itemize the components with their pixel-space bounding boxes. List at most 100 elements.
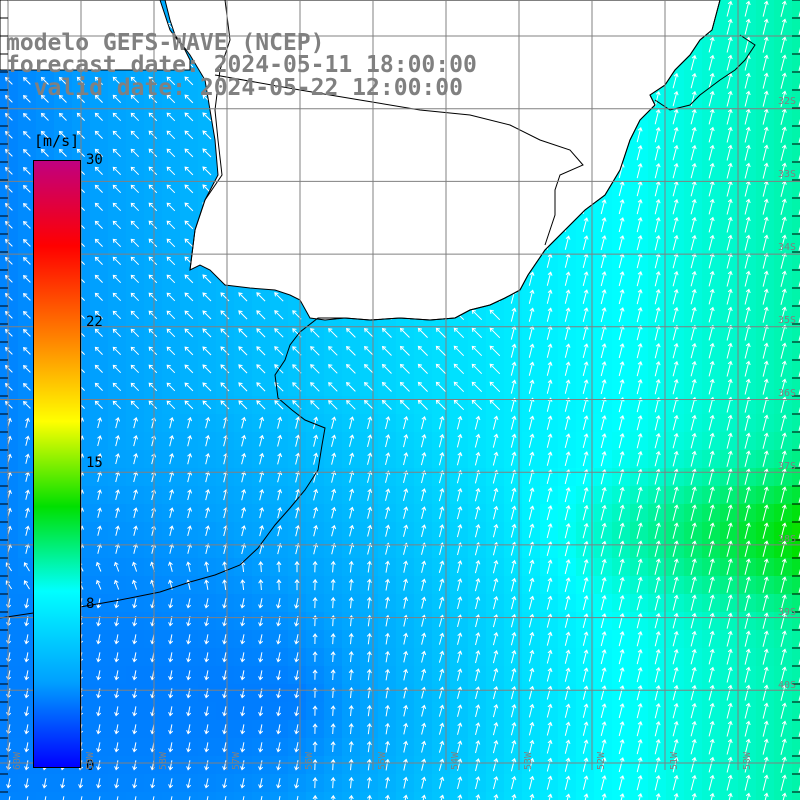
- speed-cell: [756, 702, 775, 721]
- wind-arrow: [510, 523, 517, 538]
- wind-arrow: [96, 652, 102, 663]
- speed-cell: [576, 306, 595, 325]
- speed-cell: [450, 576, 469, 595]
- speed-cell: [738, 684, 757, 703]
- speed-cell: [504, 486, 523, 505]
- speed-cell: [684, 234, 703, 253]
- speed-cell: [270, 522, 289, 541]
- wind-arrow: [726, 54, 733, 71]
- wind-arrow: [493, 793, 499, 800]
- speed-cell: [792, 270, 800, 289]
- speed-cell: [576, 594, 595, 613]
- wind-arrow: [618, 289, 625, 305]
- speed-cell: [774, 432, 793, 451]
- wind-arrow: [385, 470, 391, 483]
- wind-arrow: [114, 670, 120, 681]
- wind-arrow: [385, 434, 391, 448]
- speed-cell: [288, 594, 307, 613]
- wind-arrow: [510, 379, 517, 394]
- wind-arrow: [762, 648, 769, 665]
- wind-arrow: [94, 400, 103, 409]
- wind-arrow: [636, 415, 643, 431]
- speed-cell: [396, 504, 415, 523]
- wind-arrow: [381, 327, 392, 338]
- wind-arrow: [349, 488, 355, 501]
- wind-arrow: [708, 360, 715, 377]
- speed-cell: [324, 612, 343, 631]
- speed-cell: [0, 468, 19, 487]
- wind-arrow: [204, 742, 210, 753]
- wind-arrow: [600, 433, 607, 449]
- speed-cell: [18, 594, 37, 613]
- wind-arrow: [708, 630, 715, 647]
- speed-cell: [666, 792, 685, 800]
- speed-cell: [666, 504, 685, 523]
- speed-cell: [666, 324, 685, 343]
- wind-arrow: [256, 292, 266, 302]
- wind-arrow: [259, 452, 265, 465]
- wind-arrow: [546, 721, 553, 736]
- wind-arrow: [186, 561, 191, 572]
- wind-arrow: [276, 598, 282, 609]
- wind-arrow: [744, 252, 751, 269]
- speed-cell: [468, 558, 487, 577]
- wind-arrow: [166, 76, 176, 86]
- wind-arrow: [24, 742, 30, 753]
- speed-cell: [738, 450, 757, 469]
- wind-arrow: [438, 415, 445, 430]
- wind-arrow: [130, 76, 140, 86]
- speed-cell: [738, 756, 757, 775]
- wind-arrow: [690, 720, 697, 737]
- wind-arrow: [708, 648, 715, 665]
- wind-arrow: [474, 487, 481, 502]
- speed-cell: [720, 378, 739, 397]
- speed-cell: [180, 450, 199, 469]
- wind-arrow: [672, 198, 679, 215]
- speed-cell: [270, 756, 289, 775]
- wind-arrow: [385, 632, 390, 645]
- speed-cell: [306, 558, 325, 577]
- wind-arrow: [26, 796, 29, 800]
- wind-arrow: [274, 292, 284, 302]
- wind-arrow: [95, 579, 102, 590]
- wind-arrow: [471, 381, 483, 393]
- wind-arrow: [187, 507, 193, 519]
- speed-cell: [702, 432, 721, 451]
- speed-cell: [378, 630, 397, 649]
- wind-arrow: [690, 684, 697, 701]
- wind-arrow: [40, 94, 49, 103]
- wind-arrow: [708, 486, 715, 503]
- speed-cell: [0, 666, 19, 685]
- wind-arrow: [112, 238, 122, 248]
- wind-arrow: [114, 652, 120, 663]
- wind-arrow: [241, 543, 247, 555]
- speed-cell: [396, 630, 415, 649]
- speed-cell: [774, 558, 793, 577]
- speed-cell: [414, 756, 433, 775]
- wind-arrow: [277, 488, 283, 501]
- wind-arrow: [600, 613, 607, 629]
- wind-arrow: [238, 382, 248, 392]
- wind-arrow: [565, 793, 571, 800]
- wind-arrow: [421, 632, 427, 645]
- speed-cell: [360, 432, 379, 451]
- wind-arrow: [22, 184, 31, 193]
- speed-cell: [504, 450, 523, 469]
- speed-cell: [756, 738, 775, 757]
- wind-arrow: [762, 612, 769, 629]
- speed-cell: [756, 756, 775, 775]
- speed-cell: [432, 720, 451, 739]
- wind-arrow: [546, 667, 553, 682]
- speed-cell: [252, 450, 271, 469]
- wind-arrow: [130, 256, 140, 266]
- speed-cell: [558, 792, 577, 800]
- speed-cell: [594, 270, 613, 289]
- speed-cell: [720, 54, 739, 73]
- latitude-label: 33S: [777, 169, 796, 180]
- speed-cell: [684, 414, 703, 433]
- speed-cell: [702, 72, 721, 91]
- wind-arrow: [654, 198, 661, 215]
- speed-cell: [396, 450, 415, 469]
- speed-cell: [270, 450, 289, 469]
- speed-cell: [504, 324, 523, 343]
